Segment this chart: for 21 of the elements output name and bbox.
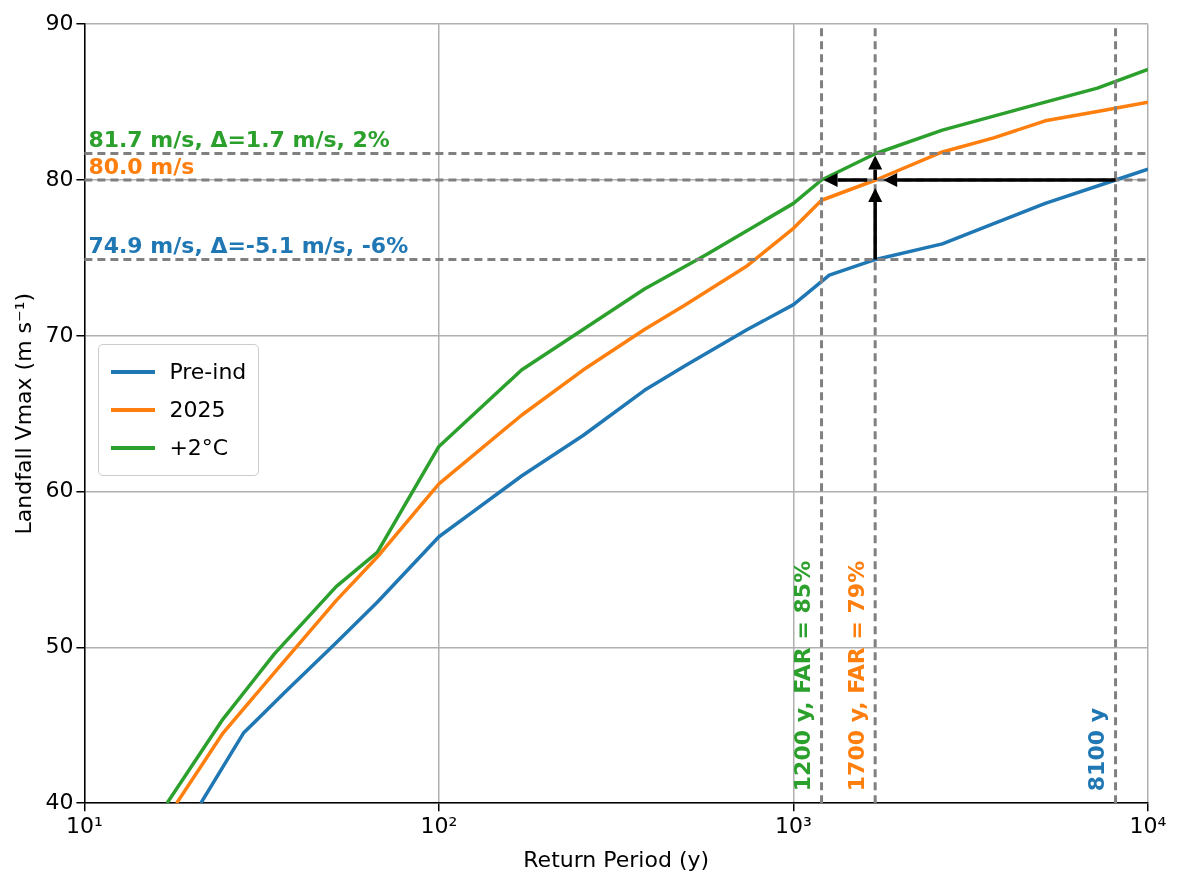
legend-label: 2025 bbox=[169, 397, 226, 423]
legend-label: Pre-ind bbox=[169, 359, 247, 385]
ref-line-label: 81.7 m/s, Δ=1.7 m/s, 2% bbox=[88, 127, 390, 153]
ref-line-label: 8100 y bbox=[1084, 707, 1110, 792]
legend-label: +2°C bbox=[169, 435, 229, 461]
x-tick-label: 10⁴ bbox=[1129, 813, 1167, 839]
y-tick-label: 70 bbox=[45, 321, 74, 347]
y-axis-title: Landfall Vmax (m s⁻¹) bbox=[10, 292, 36, 535]
y-tick-label: 40 bbox=[45, 788, 74, 814]
x-tick-label: 10³ bbox=[775, 813, 812, 839]
y-tick-label: 60 bbox=[45, 477, 74, 503]
ref-line-label: 80.0 m/s bbox=[88, 153, 195, 179]
ref-line-label: 1700 y, FAR = 79% bbox=[843, 560, 869, 792]
y-tick-label: 80 bbox=[45, 165, 74, 191]
x-tick-label: 10² bbox=[420, 813, 458, 839]
ref-line-label: 1200 y, FAR = 85% bbox=[790, 560, 816, 792]
y-tick-label: 90 bbox=[45, 9, 74, 35]
x-axis-title: Return Period (y) bbox=[523, 846, 710, 872]
ref-line-label: 74.9 m/s, Δ=-5.1 m/s, -6% bbox=[88, 233, 409, 259]
x-tick-label: 10¹ bbox=[65, 813, 103, 839]
y-tick-label: 50 bbox=[45, 633, 74, 659]
